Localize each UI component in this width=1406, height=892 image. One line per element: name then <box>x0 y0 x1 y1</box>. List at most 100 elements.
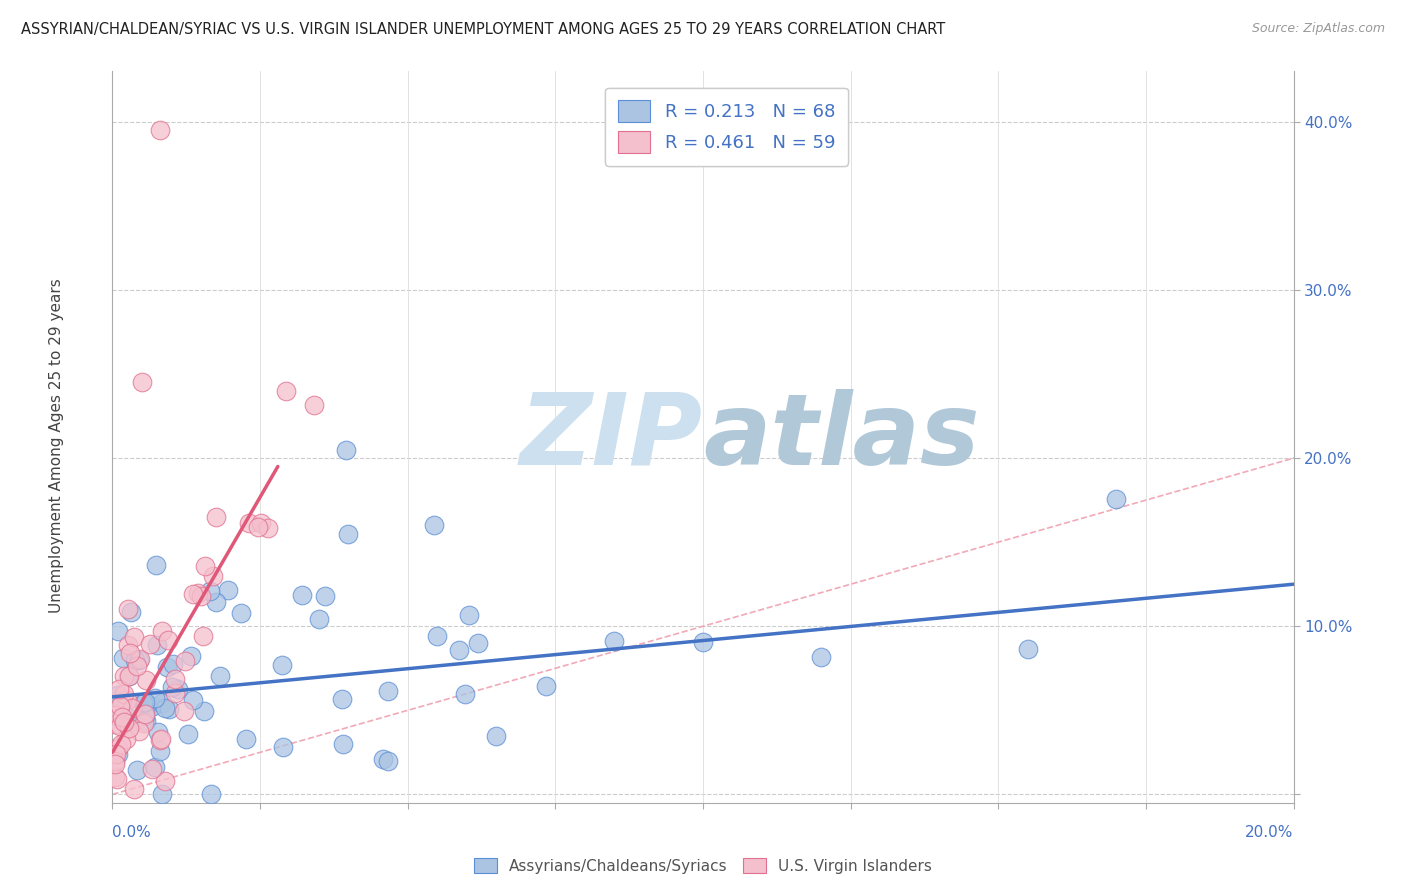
Point <box>332 737 354 751</box>
Point <box>110 737 132 751</box>
Text: ASSYRIAN/CHALDEAN/SYRIAC VS U.S. VIRGIN ISLANDER UNEMPLOYMENT AMONG AGES 25 TO 2: ASSYRIAN/CHALDEAN/SYRIAC VS U.S. VIRGIN … <box>21 22 945 37</box>
Point <box>153 701 176 715</box>
Point <box>105 772 128 787</box>
Point <box>449 642 471 657</box>
Point <box>105 747 128 762</box>
Point <box>146 638 169 652</box>
Text: Unemployment Among Ages 25 to 29 years: Unemployment Among Ages 25 to 29 years <box>49 278 63 614</box>
Point <box>336 526 359 541</box>
Point <box>1105 491 1128 506</box>
Point <box>107 689 129 703</box>
Point <box>180 648 202 663</box>
Point <box>163 673 186 687</box>
Point <box>104 756 127 771</box>
Point <box>173 704 195 718</box>
Point <box>187 586 209 600</box>
Point <box>135 673 157 687</box>
Point <box>157 702 180 716</box>
Point <box>149 123 172 137</box>
Point <box>138 637 160 651</box>
Point <box>200 788 222 802</box>
Text: 0.0%: 0.0% <box>112 825 152 839</box>
Point <box>314 589 336 603</box>
Point <box>485 729 508 743</box>
Point <box>107 747 129 761</box>
Point <box>121 700 143 714</box>
Point <box>131 376 153 390</box>
Point <box>104 716 127 731</box>
Text: ZIP: ZIP <box>520 389 703 485</box>
Point <box>141 762 163 776</box>
Point <box>160 680 183 694</box>
Point <box>194 559 217 574</box>
Point <box>1017 641 1039 656</box>
Point <box>143 691 166 706</box>
Point <box>457 608 479 623</box>
Point <box>111 650 134 665</box>
Point <box>165 686 187 700</box>
Point <box>291 588 314 602</box>
Point <box>149 731 172 746</box>
Text: atlas: atlas <box>703 389 980 485</box>
Point <box>330 692 353 706</box>
Point <box>198 584 221 599</box>
Legend: Assyrians/Chaldeans/Syriacs, U.S. Virgin Islanders: Assyrians/Chaldeans/Syriacs, U.S. Virgin… <box>468 852 938 880</box>
Point <box>274 384 297 398</box>
Point <box>150 788 173 802</box>
Point <box>217 583 239 598</box>
Point <box>603 634 626 648</box>
Point <box>190 589 212 603</box>
Point <box>104 708 127 723</box>
Point <box>156 660 179 674</box>
Point <box>128 653 150 667</box>
Point <box>235 732 257 747</box>
Point <box>271 658 294 673</box>
Point <box>120 605 142 619</box>
Point <box>124 714 146 729</box>
Point <box>108 699 131 714</box>
Point <box>247 520 270 534</box>
Point <box>162 657 184 671</box>
Point <box>181 587 204 601</box>
Point <box>201 569 224 583</box>
Point <box>193 704 215 718</box>
Point <box>108 719 131 733</box>
Point <box>118 646 141 660</box>
Legend: R = 0.213   N = 68, R = 0.461   N = 59: R = 0.213 N = 68, R = 0.461 N = 59 <box>605 87 848 166</box>
Point <box>208 669 231 683</box>
Text: Source: ZipAtlas.com: Source: ZipAtlas.com <box>1251 22 1385 36</box>
Point <box>304 399 326 413</box>
Point <box>122 782 145 797</box>
Point <box>104 755 127 769</box>
Point <box>377 684 399 698</box>
Point <box>454 687 477 701</box>
Point <box>117 638 139 652</box>
Point <box>107 681 129 696</box>
Point <box>810 649 832 664</box>
Point <box>423 518 446 533</box>
Point <box>125 763 148 777</box>
Point <box>238 516 260 531</box>
Text: 20.0%: 20.0% <box>1246 825 1294 839</box>
Point <box>111 710 134 724</box>
Point <box>166 681 188 696</box>
Point <box>128 652 150 666</box>
Point <box>117 601 139 615</box>
Point <box>534 680 557 694</box>
Point <box>104 770 127 784</box>
Point <box>122 630 145 644</box>
Point <box>150 624 173 638</box>
Point <box>149 744 172 758</box>
Point <box>107 741 129 756</box>
Point <box>191 629 214 643</box>
Point <box>692 634 714 648</box>
Point <box>153 774 176 789</box>
Point <box>467 636 489 650</box>
Point <box>132 716 155 731</box>
Point <box>174 654 197 668</box>
Point <box>149 733 172 747</box>
Point <box>132 696 155 710</box>
Point <box>377 754 399 768</box>
Point <box>250 516 273 531</box>
Point <box>134 709 156 723</box>
